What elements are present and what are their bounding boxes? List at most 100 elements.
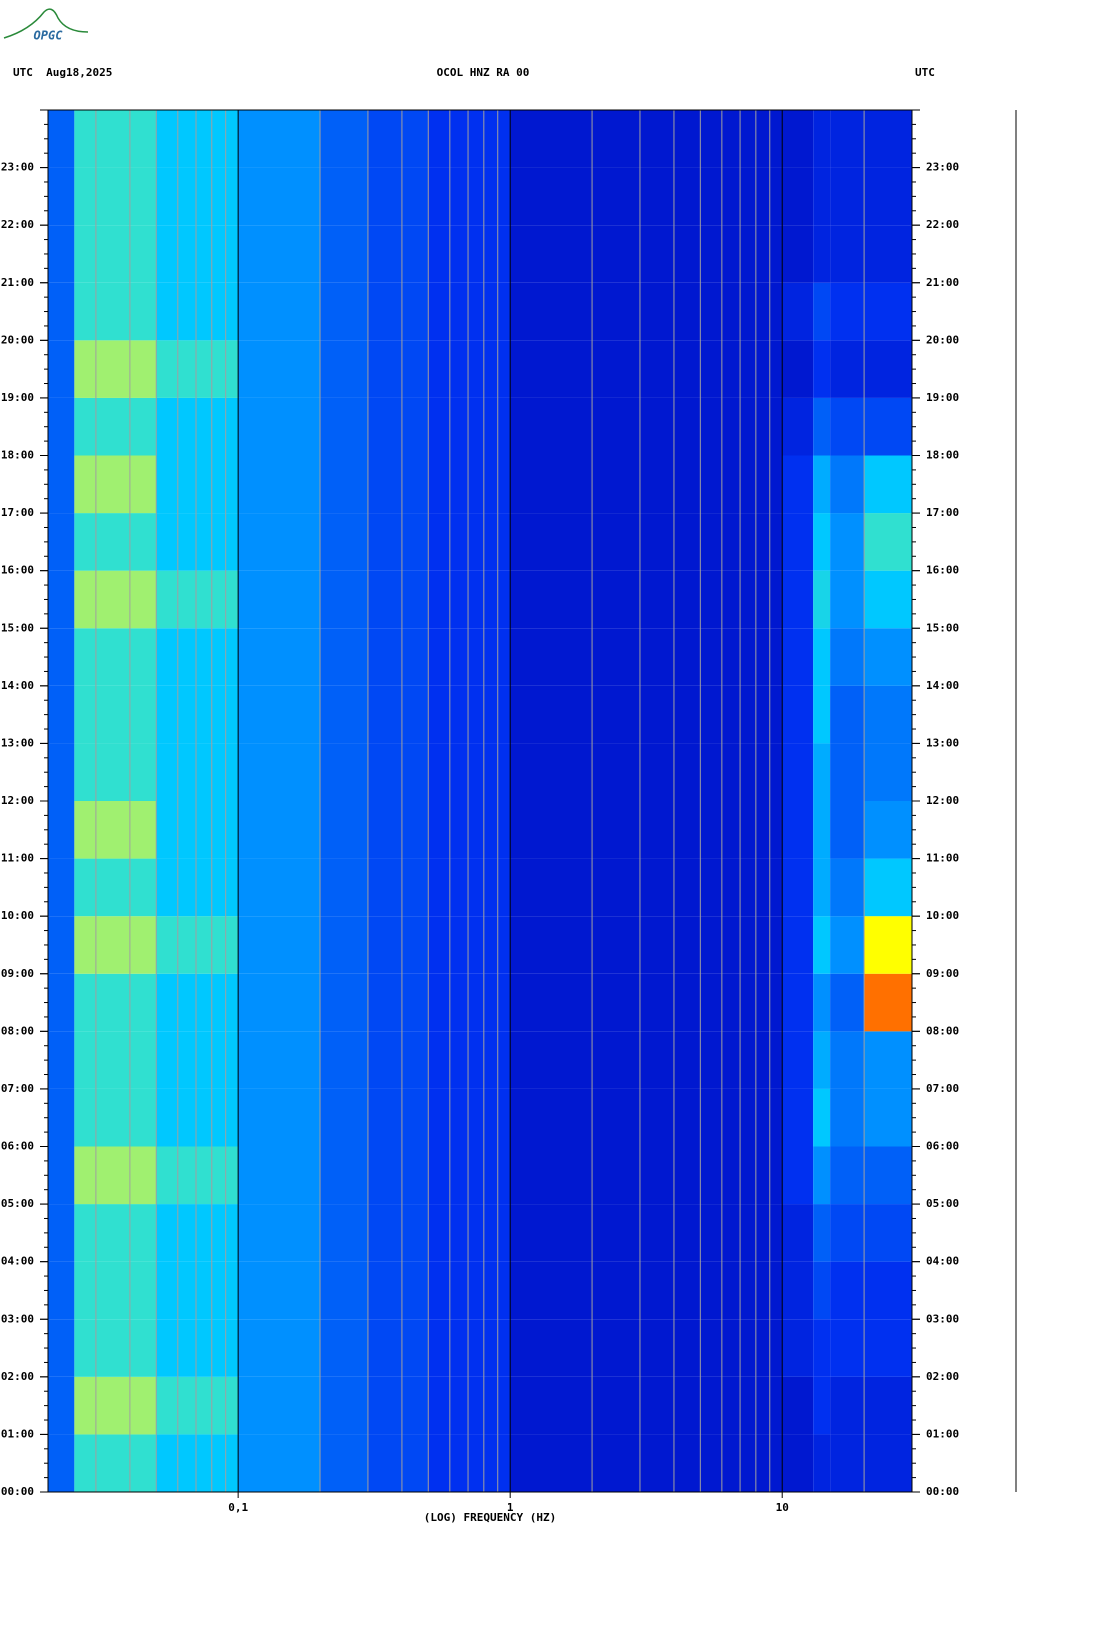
cell (813, 743, 831, 801)
cell (74, 1376, 157, 1435)
cell (320, 1088, 368, 1147)
cell (428, 1319, 511, 1377)
cell (320, 1319, 368, 1377)
cell (320, 1204, 368, 1262)
cell (813, 282, 831, 341)
cell (367, 110, 429, 168)
cell (510, 1434, 640, 1492)
cell (864, 513, 912, 571)
cell (367, 1146, 429, 1205)
cell (48, 685, 75, 744)
cell (428, 167, 511, 226)
cell (74, 225, 157, 283)
cell (238, 1376, 321, 1435)
logo-curve (3, 8, 89, 39)
cell (238, 743, 321, 801)
y-tick-label-right: 08:00 (926, 1024, 959, 1037)
cell (639, 340, 783, 398)
y-tick-label: 17:00 (1, 506, 34, 519)
cell (48, 1146, 75, 1205)
cell (48, 628, 75, 686)
y-tick-label: 14:00 (1, 679, 34, 692)
cell (782, 570, 814, 629)
cell (367, 1088, 429, 1147)
cell (48, 397, 75, 456)
cell (428, 801, 511, 859)
cell (782, 340, 814, 398)
cell (74, 1031, 157, 1089)
cell (48, 513, 75, 571)
y-tick-label: 15:00 (1, 621, 34, 634)
cell (238, 628, 321, 686)
cell (156, 397, 239, 456)
y-tick-label: 06:00 (1, 1140, 34, 1153)
cell (156, 455, 239, 514)
cell (813, 628, 831, 686)
cell (238, 685, 321, 744)
y-tick-label-right: 16:00 (926, 564, 959, 577)
cell (238, 1261, 321, 1320)
cell (156, 167, 239, 226)
cell (813, 570, 831, 629)
cell (864, 167, 912, 226)
cell (813, 916, 831, 974)
cell (782, 513, 814, 571)
cell (510, 167, 640, 226)
cell (428, 282, 511, 341)
y-tick-label-right: 20:00 (926, 333, 959, 346)
cell (428, 1146, 511, 1205)
cell (367, 1204, 429, 1262)
cell (74, 282, 157, 341)
cell (238, 1434, 321, 1492)
cell (813, 167, 831, 226)
y-tick-label-right: 15:00 (926, 621, 959, 634)
cell (639, 110, 783, 168)
cell (320, 916, 368, 974)
cell (320, 455, 368, 514)
cell (48, 110, 75, 168)
cell (639, 858, 783, 917)
cell (782, 397, 814, 456)
cell (320, 1146, 368, 1205)
cell (782, 1031, 814, 1089)
cell (320, 743, 368, 801)
cell (510, 110, 640, 168)
cell (320, 225, 368, 283)
cell (864, 455, 912, 514)
y-tick-label: 19:00 (1, 391, 34, 404)
cell (830, 685, 865, 744)
cell (428, 628, 511, 686)
cell (864, 1376, 912, 1435)
cell (320, 801, 368, 859)
cell (156, 628, 239, 686)
cell (639, 1146, 783, 1205)
y-tick-label-right: 14:00 (926, 679, 959, 692)
cell (428, 858, 511, 917)
cell (813, 1261, 831, 1320)
cell (367, 225, 429, 283)
y-tick-label: 09:00 (1, 967, 34, 980)
y-tick-label-right: 02:00 (926, 1370, 959, 1383)
cell (48, 570, 75, 629)
cell (639, 916, 783, 974)
cell (864, 916, 912, 974)
right-header: UTC (915, 66, 935, 79)
cell (864, 282, 912, 341)
cell (320, 110, 368, 168)
cell (830, 1376, 865, 1435)
cell (74, 1319, 157, 1377)
y-tick-label-right: 22:00 (926, 218, 959, 231)
cell (367, 685, 429, 744)
cell (367, 858, 429, 917)
y-tick-label: 11:00 (1, 852, 34, 865)
cell (156, 973, 239, 1032)
cell (639, 167, 783, 226)
x-tick-label: 10 (776, 1501, 789, 1514)
y-tick-label-right: 12:00 (926, 794, 959, 807)
cell (510, 801, 640, 859)
cell (238, 1088, 321, 1147)
cell (156, 225, 239, 283)
cell (830, 167, 865, 226)
cell (320, 167, 368, 226)
y-tick-label-right: 03:00 (926, 1312, 959, 1325)
